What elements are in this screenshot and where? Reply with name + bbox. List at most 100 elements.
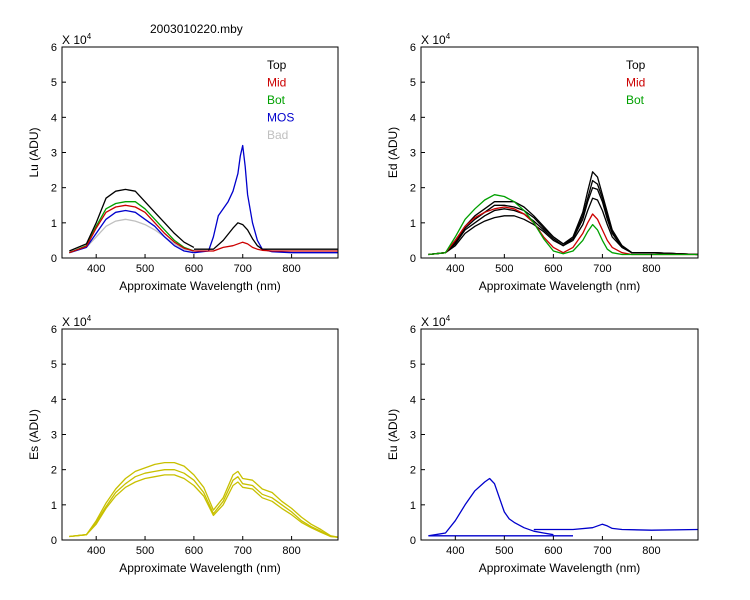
series-group [428, 477, 698, 537]
y-exponent-power: 4 [87, 32, 92, 41]
y-axis-label: Ed (ADU) [386, 127, 400, 178]
series-line-eu [533, 523, 698, 531]
x-axis-label: Approximate Wavelength (nm) [479, 279, 641, 293]
y-exponent-power: 4 [446, 32, 451, 41]
y-tick-label: 5 [51, 359, 57, 371]
y-tick-label: 4 [410, 112, 416, 124]
x-tick-label: 800 [282, 545, 300, 557]
series-line-es [69, 461, 338, 538]
y-tick-label: 2 [410, 465, 416, 477]
legend-entry-mid: Mid [626, 76, 645, 90]
legend-entry-top: Top [626, 58, 646, 72]
y-exponent-label: X 104 [62, 314, 92, 329]
y-exponent-label: X 104 [421, 32, 451, 47]
series-line-mos [69, 209, 195, 254]
legend-entry-mid: Mid [267, 76, 286, 90]
series-line-top [428, 197, 698, 256]
x-tick-label: 500 [136, 545, 154, 557]
y-tick-label: 5 [51, 77, 57, 89]
series-line-top [428, 179, 698, 256]
x-axis-label: Approximate Wavelength (nm) [119, 561, 281, 575]
x-tick-label: 400 [87, 545, 105, 557]
x-axis-label: Approximate Wavelength (nm) [479, 561, 641, 575]
legend-entry-bad: Bad [267, 128, 288, 142]
y-tick-label: 3 [51, 148, 57, 160]
x-tick-label: 700 [593, 545, 611, 557]
y-tick-label: 2 [410, 183, 416, 195]
figure-title: 2003010220.mby [150, 22, 243, 36]
y-tick-label: 1 [410, 218, 416, 230]
y-axis-label: Es (ADU) [27, 409, 41, 460]
y-tick-label: 3 [410, 148, 416, 160]
series-line-top [69, 188, 195, 252]
y-tick-label: 4 [51, 394, 57, 406]
series-group [69, 461, 338, 538]
series-line-eu [428, 477, 554, 537]
y-tick-label: 2 [51, 183, 57, 195]
series-line-es [69, 469, 338, 538]
series-line-mid [428, 206, 698, 256]
x-tick-label: 500 [495, 545, 513, 557]
x-tick-label: 700 [593, 263, 611, 275]
y-tick-label: 1 [51, 218, 57, 230]
x-tick-label: 700 [234, 545, 252, 557]
legend-entry-bot: Bot [267, 93, 286, 107]
chart-lu: 0 1 2 3 4 5 6 400 500 600 700 800 X 104 Approximate W… [27, 32, 339, 293]
series-line-mos [193, 144, 338, 254]
series-line-bot [428, 194, 698, 256]
series-group [428, 171, 698, 256]
series-line-top [428, 171, 698, 256]
x-tick-label: 600 [544, 545, 562, 557]
series-line-top [193, 222, 338, 250]
x-tick-label: 600 [544, 263, 562, 275]
y-tick-label: 6 [410, 42, 416, 54]
x-tick-label: 500 [495, 263, 513, 275]
y-tick-label: 4 [410, 394, 416, 406]
y-tick-label: 3 [51, 430, 57, 442]
x-tick-label: 500 [136, 263, 154, 275]
series-line-es [69, 474, 338, 538]
x-tick-label: 800 [642, 263, 660, 275]
series-group [69, 144, 338, 254]
y-tick-label: 6 [51, 42, 57, 54]
chart-eu: 0 1 2 3 4 5 6 400 500 600 700 800 X 104 Approximate W… [386, 314, 699, 575]
y-tick-label: 0 [410, 253, 416, 265]
y-axis-label: Eu (ADU) [386, 409, 400, 460]
series-line-bot [69, 201, 195, 254]
y-tick-label: 0 [51, 535, 57, 547]
series-line-mid [69, 204, 195, 254]
x-tick-label: 800 [282, 263, 300, 275]
legend-entry-top: Top [267, 58, 287, 72]
y-exponent-label: X 104 [62, 32, 92, 47]
y-tick-label: 4 [51, 112, 57, 124]
y-axis-label: Lu (ADU) [27, 127, 41, 177]
x-tick-label: 600 [185, 545, 203, 557]
plot-frame [61, 46, 339, 259]
x-tick-label: 400 [87, 263, 105, 275]
y-exponent-power: 4 [87, 314, 92, 323]
x-axis-label: Approximate Wavelength (nm) [119, 279, 281, 293]
y-tick-label: 3 [410, 430, 416, 442]
series-line-mid [193, 241, 338, 252]
chart-es: 0 1 2 3 4 5 6 400 500 600 700 800 X 104 Approximate W… [27, 314, 339, 575]
y-tick-label: 6 [51, 324, 57, 336]
legend-entry-mos: MOS [267, 111, 294, 125]
y-exponent-power: 4 [446, 314, 451, 323]
plot-frame [420, 46, 699, 259]
y-tick-label: 5 [410, 359, 416, 371]
x-tick-label: 600 [185, 263, 203, 275]
series-line-bad [69, 218, 195, 254]
legend-entry-bot: Bot [626, 93, 645, 107]
x-tick-label: 800 [642, 545, 660, 557]
x-tick-label: 400 [446, 545, 464, 557]
y-exponent-label: X 104 [421, 314, 451, 329]
chart-ed: 0 1 2 3 4 5 6 400 500 600 700 800 X 104 Approximate W… [386, 32, 699, 293]
y-tick-label: 2 [51, 465, 57, 477]
y-tick-label: 0 [51, 253, 57, 265]
y-tick-label: 5 [410, 77, 416, 89]
y-tick-label: 1 [410, 500, 416, 512]
x-tick-label: 400 [446, 263, 464, 275]
y-tick-label: 6 [410, 324, 416, 336]
y-tick-label: 1 [51, 500, 57, 512]
